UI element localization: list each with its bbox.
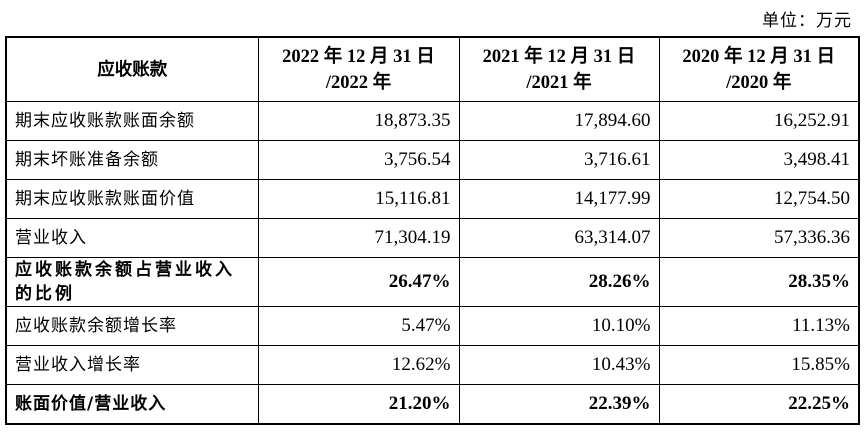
row-label: 应收账款余额占营业收入的比例	[5, 257, 259, 307]
cell-value: 3,756.54	[257, 140, 460, 180]
table-row: 期末坏账准备余额 3,756.54 3,716.61 3,498.41	[5, 140, 860, 180]
row-label: 应收账款余额增长率	[5, 306, 259, 346]
row-label: 营业收入增长率	[5, 345, 259, 385]
cell-value: 22.25%	[658, 384, 860, 425]
cell-value: 12.62%	[257, 345, 460, 385]
row-label: 期末坏账准备余额	[5, 140, 259, 180]
header-col-2021: 2021 年 12 月 31 日 /2021 年	[458, 36, 660, 102]
row-label: 期末应收账款账面价值	[5, 179, 259, 219]
cell-value: 3,716.61	[458, 140, 660, 180]
header-col-2020-line2: /2020 年	[726, 72, 792, 93]
header-label: 应收账款	[5, 36, 259, 102]
table-row: 营业收入增长率 12.62% 10.43% 15.85%	[5, 345, 860, 385]
table-row: 账面价值/营业收入 21.20% 22.39% 22.25%	[5, 384, 860, 425]
cell-value: 16,252.91	[658, 101, 860, 141]
cell-value: 15,116.81	[257, 179, 460, 219]
table-row: 期末应收账款账面价值 15,116.81 14,177.99 12,754.50	[5, 179, 860, 219]
row-label: 账面价值/营业收入	[5, 384, 259, 425]
cell-value: 22.39%	[458, 384, 660, 425]
cell-value: 15.85%	[658, 345, 860, 385]
cell-value: 26.47%	[257, 257, 460, 307]
cell-value: 57,336.36	[658, 218, 860, 258]
header-col-2022-line2: /2022 年	[325, 72, 392, 93]
cell-value: 28.35%	[658, 257, 860, 307]
cell-value: 18,873.35	[257, 101, 460, 141]
header-col-2020-line1: 2020 年 12 月 31 日	[682, 46, 836, 67]
cell-value: 14,177.99	[458, 179, 660, 219]
cell-value: 5.47%	[257, 306, 460, 346]
cell-value: 3,498.41	[658, 140, 860, 180]
header-col-2021-line1: 2021 年 12 月 31 日	[482, 46, 636, 67]
row-label: 营业收入	[5, 218, 259, 258]
cell-value: 17,894.60	[458, 101, 660, 141]
cell-value: 28.26%	[458, 257, 660, 307]
table-row: 应收账款余额占营业收入的比例 26.47% 28.26% 28.35%	[5, 257, 860, 307]
cell-value: 11.13%	[658, 306, 860, 346]
table-row: 期末应收账款账面余额 18,873.35 17,894.60 16,252.91	[5, 101, 860, 141]
table-row: 营业收入 71,304.19 63,314.07 57,336.36	[5, 218, 860, 258]
cell-value: 10.43%	[458, 345, 660, 385]
table-row: 应收账款余额增长率 5.47% 10.10% 11.13%	[5, 306, 860, 346]
header-col-2022: 2022 年 12 月 31 日 /2022 年	[257, 36, 460, 102]
header-col-2020: 2020 年 12 月 31 日 /2020 年	[658, 36, 860, 102]
header-col-2022-line1: 2022 年 12 月 31 日	[282, 46, 435, 67]
header-col-2021-line2: /2021 年	[526, 72, 592, 93]
unit-label: 单位：万元	[762, 11, 852, 31]
cell-value: 10.10%	[458, 306, 660, 346]
cell-value: 12,754.50	[658, 179, 860, 219]
cell-value: 63,314.07	[458, 218, 660, 258]
row-label: 期末应收账款账面余额	[5, 101, 259, 141]
table-header-row: 应收账款 2022 年 12 月 31 日 /2022 年 2021 年 12 …	[5, 36, 860, 102]
receivables-table: 应收账款 2022 年 12 月 31 日 /2022 年 2021 年 12 …	[5, 36, 860, 425]
cell-value: 21.20%	[257, 384, 460, 425]
cell-value: 71,304.19	[257, 218, 460, 258]
